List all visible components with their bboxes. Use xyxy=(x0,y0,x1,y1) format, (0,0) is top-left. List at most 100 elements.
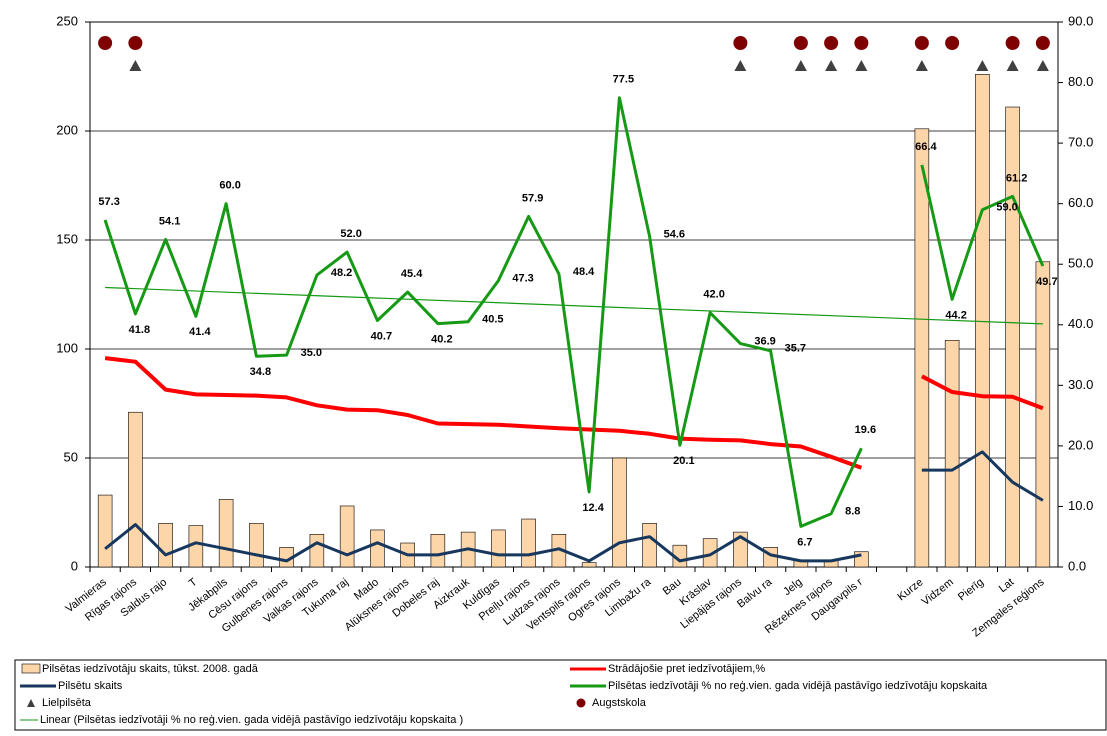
marker xyxy=(129,60,142,71)
x-tick-label: Lat xyxy=(997,576,1016,595)
y2-tick-label: 60.0 xyxy=(1068,195,1093,210)
bar xyxy=(581,562,597,568)
bar xyxy=(612,457,627,568)
marker xyxy=(915,60,928,71)
data-label: 57.9 xyxy=(522,192,543,204)
data-label: 47.3 xyxy=(512,272,533,284)
data-label: 36.9 xyxy=(754,335,775,347)
data-label: 35.7 xyxy=(785,343,806,355)
legend-swatch xyxy=(27,699,35,707)
y-tick-label: 100 xyxy=(56,340,78,355)
bar xyxy=(218,499,234,568)
y-tick-label: 250 xyxy=(56,13,78,28)
data-label: 6.7 xyxy=(797,536,812,548)
data-label: 41.4 xyxy=(189,326,211,338)
bar xyxy=(339,505,355,568)
data-label: 49.7 xyxy=(1036,276,1057,288)
bar xyxy=(642,523,657,568)
line xyxy=(104,356,1044,470)
bar xyxy=(944,339,960,568)
data-label: 54.6 xyxy=(664,228,685,240)
marker xyxy=(825,60,838,71)
legend-box xyxy=(14,659,1107,731)
data-label: 8.8 xyxy=(845,506,860,518)
data-label: 20.1 xyxy=(673,455,694,467)
marker xyxy=(854,36,869,50)
data-label: 19.6 xyxy=(855,424,876,436)
legend-label: Pilsētas iedzīvotāju skaits, tūkst. 2008… xyxy=(42,663,259,675)
data-label: 57.3 xyxy=(98,196,119,208)
bar xyxy=(521,518,536,568)
y2-tick-label: 80.0 xyxy=(1068,74,1093,89)
marker xyxy=(824,36,839,50)
data-label: 60.0 xyxy=(219,180,240,192)
marker xyxy=(976,60,989,71)
y-tick-label: 200 xyxy=(56,122,78,137)
plot-frame xyxy=(89,21,1059,568)
data-label: 40.5 xyxy=(482,314,503,326)
y-tick-label: 150 xyxy=(56,231,78,246)
marker xyxy=(1036,60,1049,71)
marker xyxy=(914,36,929,50)
data-label: 40.7 xyxy=(371,330,392,342)
data-label: 12.4 xyxy=(582,502,604,514)
x-tick-label: Vidzem xyxy=(920,576,956,608)
x-tick-label: Bau xyxy=(661,576,684,598)
legend-label: Linear (Pilsētas iedzīvotāji % no reģ.vi… xyxy=(40,713,463,726)
bar xyxy=(975,74,990,568)
legend-label: Strādājošie pret iedzīvotājiem,% xyxy=(608,663,765,675)
bar xyxy=(733,531,748,568)
x-tick-label: Balvu ra xyxy=(735,576,775,611)
y2-tick-label: 40.0 xyxy=(1068,316,1093,331)
data-label: 41.8 xyxy=(129,324,150,336)
data-label: 44.2 xyxy=(945,309,966,321)
marker xyxy=(794,60,807,71)
y2-tick-label: 20.0 xyxy=(1068,437,1093,452)
data-label: 35.0 xyxy=(301,347,322,359)
bar xyxy=(309,533,325,568)
axes: 0 50 100 150 200 250 0.0 10.0 20.0 30.0 40.0 50.0 60… xyxy=(56,13,1093,573)
data-label: 59.0 xyxy=(996,202,1017,214)
data-label: 48.2 xyxy=(331,267,352,279)
x-tick-label: Pierīg xyxy=(956,576,986,603)
bar xyxy=(249,523,264,568)
data-label: 77.5 xyxy=(613,74,634,86)
legend-swatch xyxy=(576,698,586,708)
line xyxy=(103,96,1045,528)
data-label: 40.2 xyxy=(431,333,452,345)
legend-label: Pilsētu skaits xyxy=(58,680,123,692)
y2-tick-label: 30.0 xyxy=(1068,377,1093,392)
bar xyxy=(158,523,173,568)
bar xyxy=(854,551,869,568)
legend-label: Lielpilsēta xyxy=(42,697,92,709)
bar xyxy=(430,533,446,568)
bar xyxy=(914,128,930,568)
data-label: 61.2 xyxy=(1006,172,1027,184)
marker xyxy=(98,36,113,50)
marker xyxy=(1005,36,1020,50)
legend-swatch xyxy=(21,663,41,674)
data-label: 42.0 xyxy=(703,289,724,301)
line xyxy=(104,450,1044,563)
y2-tick-label: 10.0 xyxy=(1068,498,1093,513)
y-tick-label: 50 xyxy=(64,449,78,464)
marker xyxy=(733,36,748,50)
data-label: 45.4 xyxy=(401,268,423,280)
data-label: 54.1 xyxy=(159,215,180,227)
y2-tick-label: 0.0 xyxy=(1068,558,1086,573)
marker xyxy=(945,36,960,50)
bar xyxy=(1005,106,1020,568)
bar xyxy=(128,411,143,568)
y2-tick-label: 90.0 xyxy=(1068,13,1093,28)
x-tick-label: Jelg xyxy=(781,576,804,598)
bar xyxy=(370,529,385,568)
data-label: 48.4 xyxy=(573,266,595,278)
marker xyxy=(793,36,808,50)
marker xyxy=(1006,60,1019,71)
bar xyxy=(97,494,113,568)
marker xyxy=(855,60,868,71)
y2-tick-label: 70.0 xyxy=(1068,135,1093,150)
data-label: 34.8 xyxy=(250,366,271,378)
legend-label: Pilsētas iedzīvotāji % no reģ.vien. gada… xyxy=(608,679,988,692)
